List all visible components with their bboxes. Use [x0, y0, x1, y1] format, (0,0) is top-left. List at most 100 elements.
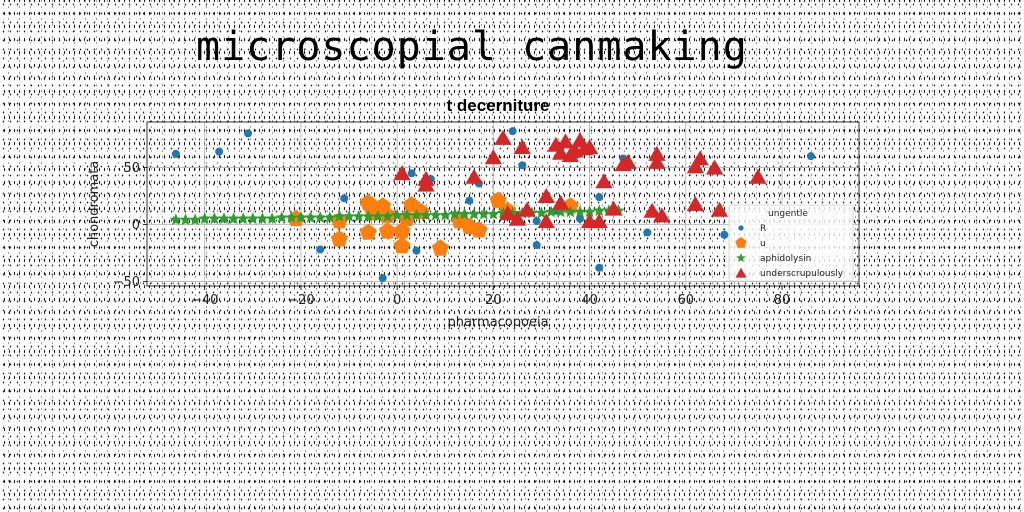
point-triangle: [537, 188, 555, 203]
point-star: [583, 205, 596, 218]
point-triangle: [552, 194, 570, 210]
point-triangle: [648, 145, 666, 161]
point-triangle: [484, 149, 502, 165]
legend-label: u: [760, 239, 766, 249]
point-circle: [643, 228, 652, 237]
legend-label: aphidolysin: [760, 254, 811, 264]
series-3: [393, 129, 767, 229]
point-triangle: [417, 170, 435, 186]
x-tick-label: 80: [774, 293, 791, 308]
point-triangle: [537, 213, 555, 229]
point-star: [371, 210, 385, 222]
legend-marker-pentagon: [735, 237, 747, 248]
point-triangle: [590, 213, 608, 229]
data-marks: [169, 127, 815, 283]
point-triangle: [710, 201, 729, 217]
x-tick-label: 60: [678, 293, 695, 308]
point-star: [448, 207, 462, 220]
point-star: [237, 212, 250, 225]
point-circle: [532, 241, 541, 249]
point-circle: [575, 214, 584, 223]
point-triangle: [518, 201, 536, 217]
point-star: [246, 212, 259, 225]
point-star: [593, 204, 606, 217]
point-triangle: [513, 139, 531, 155]
point-star: [410, 208, 423, 221]
x-tick-label: −20: [287, 293, 314, 308]
point-pentagon: [379, 222, 397, 239]
point-circle: [412, 246, 421, 255]
point-star: [554, 205, 567, 218]
point-triangle: [494, 129, 512, 145]
point-triangle: [393, 165, 411, 181]
point-triangle: [619, 153, 637, 169]
point-star: [391, 208, 404, 221]
point-star: [362, 210, 375, 222]
legend-marker-star: [736, 253, 746, 262]
point-triangle: [465, 168, 483, 184]
point-circle: [508, 127, 517, 136]
y-tick-label: 50: [123, 161, 140, 176]
point-circle: [407, 169, 416, 178]
y-tick-label: 0: [132, 218, 140, 233]
point-triangle: [686, 158, 705, 174]
point-star: [227, 212, 240, 225]
axis-ticks: −40 −20 0 20 40 60 80 −50 0 50: [113, 161, 791, 308]
point-star: [333, 210, 346, 222]
point-circle: [378, 274, 387, 283]
x-axis-label: pharmacopoeia: [447, 315, 548, 330]
point-circle: [595, 193, 604, 202]
point-pentagon: [330, 230, 348, 247]
legend-marker-circle: [738, 225, 744, 231]
legend-title: ungentle: [768, 209, 808, 219]
point-triangle: [556, 133, 575, 149]
point-star: [285, 211, 298, 223]
y-axis-label: chondromata: [87, 161, 102, 248]
point-circle: [720, 230, 729, 239]
page-title: microscopial canmaking: [196, 24, 748, 70]
point-triangle: [706, 159, 724, 175]
point-circle: [518, 161, 527, 170]
point-circle: [340, 194, 349, 203]
x-tick-label: 40: [581, 293, 598, 308]
y-tick-label: −50: [113, 275, 140, 290]
point-star: [188, 213, 202, 226]
point-star: [179, 213, 192, 226]
x-tick-label: −40: [191, 293, 218, 308]
point-star: [256, 212, 269, 225]
point-star: [208, 212, 221, 225]
legend-label: R: [760, 224, 766, 234]
x-tick-label: 0: [393, 293, 401, 308]
point-pentagon: [393, 237, 411, 254]
point-triangle: [595, 173, 613, 189]
point-star: [468, 207, 481, 220]
point-star: [314, 211, 327, 223]
point-circle: [215, 147, 224, 156]
legend-label: underscrupulously: [760, 269, 844, 279]
point-star: [535, 206, 548, 219]
point-pentagon: [489, 191, 507, 208]
point-star: [429, 208, 442, 221]
point-star: [458, 207, 471, 220]
chart-title: t decerniture: [447, 96, 550, 115]
point-star: [487, 207, 500, 220]
point-triangle: [643, 202, 661, 218]
point-triangle: [691, 150, 709, 166]
point-circle: [532, 217, 541, 226]
point-star: [275, 211, 288, 223]
point-star: [294, 211, 308, 223]
point-circle: [316, 245, 325, 254]
point-star: [169, 213, 182, 226]
point-star: [573, 205, 587, 218]
point-triangle: [653, 207, 671, 223]
point-circle: [595, 263, 604, 272]
point-triangle: [648, 153, 666, 169]
point-star: [439, 208, 452, 221]
legend-marker-triangle: [735, 267, 747, 278]
legend-box: [728, 204, 854, 282]
point-triangle: [686, 196, 705, 211]
point-triangle: [749, 168, 767, 184]
point-pentagon: [470, 221, 488, 238]
